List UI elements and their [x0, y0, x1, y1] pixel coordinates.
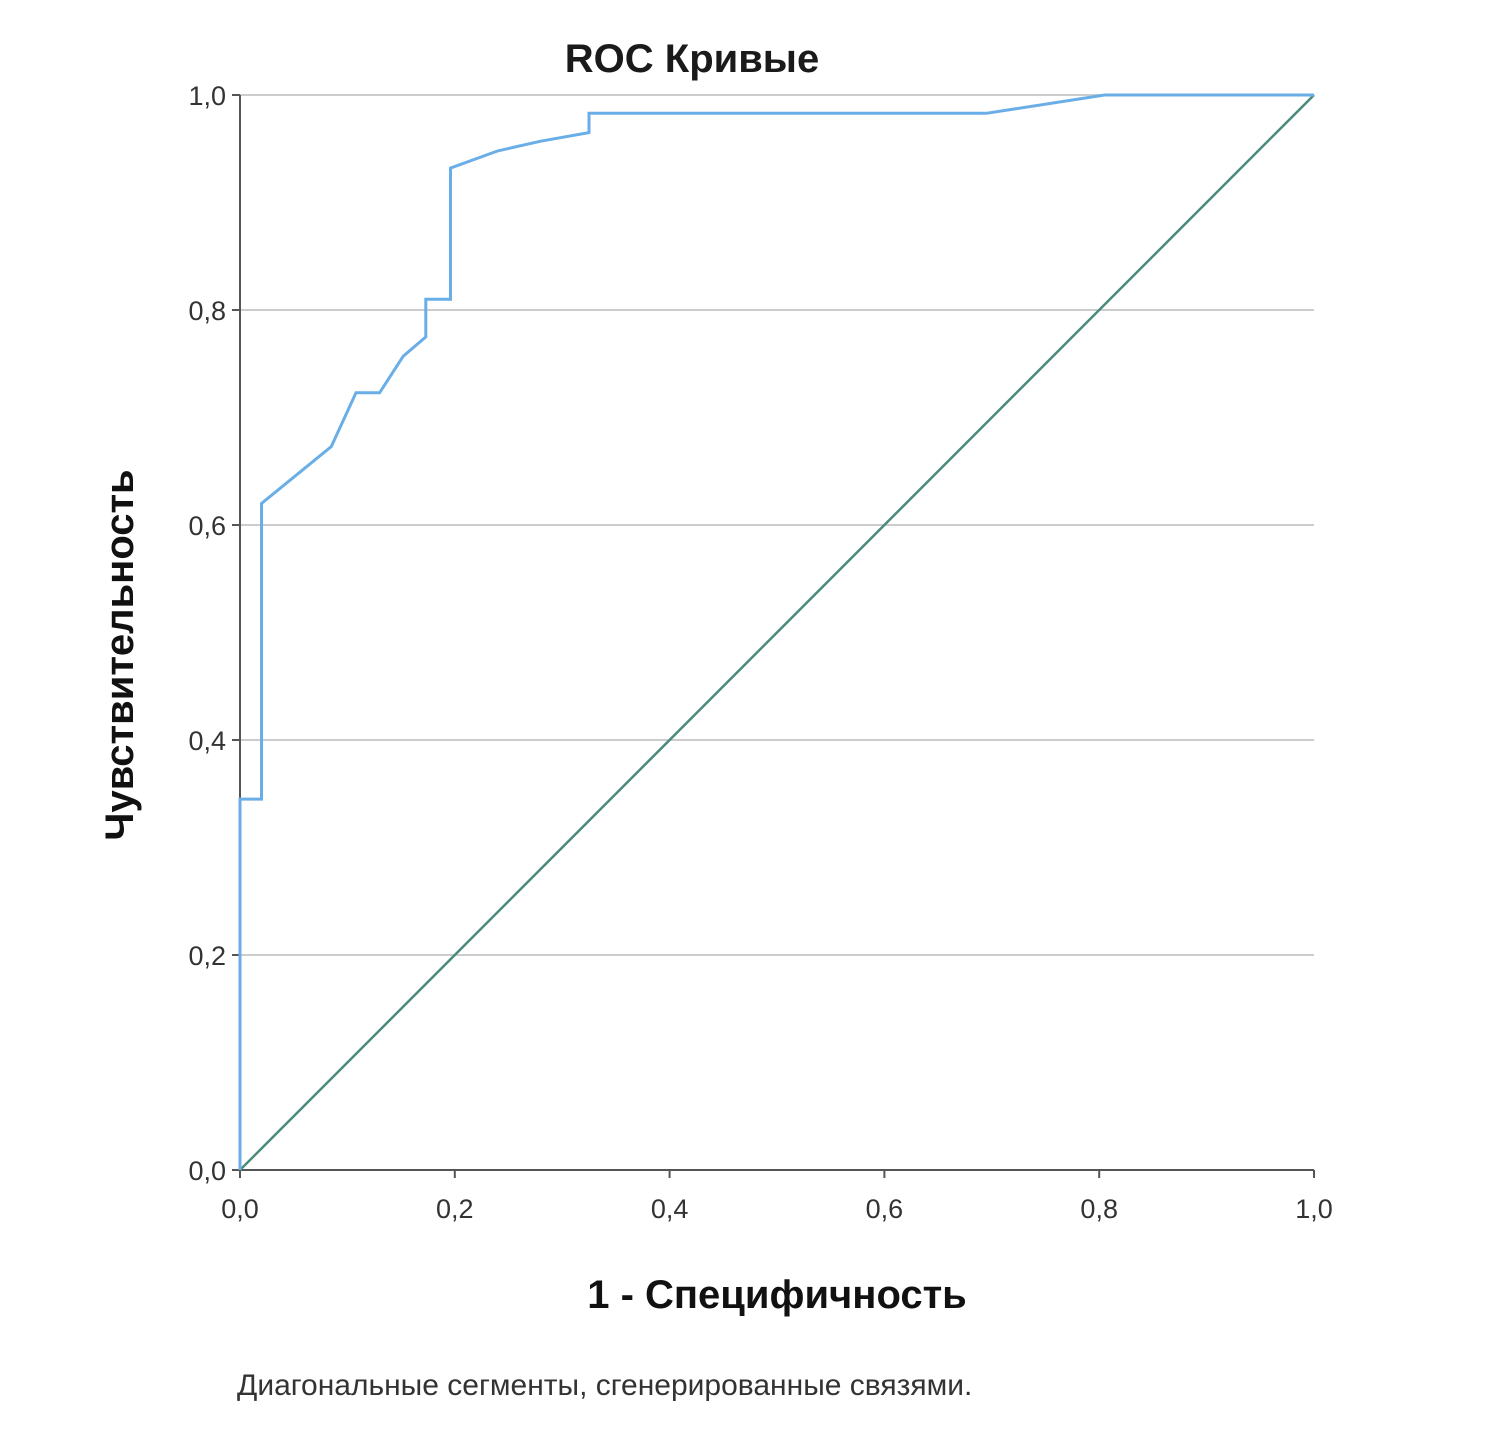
x-tick-label: 0,6 — [866, 1194, 904, 1224]
grid-lines — [240, 94, 1314, 956]
y-tick-label: 0,4 — [188, 726, 226, 756]
y-tick-label: 0,8 — [188, 296, 226, 326]
x-tick-label: 0,2 — [436, 1194, 474, 1224]
y-tick-labels: 0,0 0,2 0,4 0,6 0,8 1,0 — [188, 81, 226, 1186]
reference-line — [239, 94, 1315, 1171]
y-tick-label: 0,0 — [188, 1156, 226, 1186]
footnote: Диагональные сегменты, сгенерированные с… — [237, 1369, 972, 1402]
y-axis-label: Чувствительность — [98, 469, 142, 840]
roc-curve — [238, 93, 1314, 1170]
x-tick-label: 1,0 — [1295, 1194, 1333, 1224]
x-tick-label: 0,8 — [1080, 1194, 1118, 1224]
x-tick-label: 0,0 — [221, 1194, 259, 1224]
plot-area — [238, 93, 1315, 1171]
y-tick-label: 1,0 — [188, 81, 226, 111]
chart-title: ROC Кривые — [565, 37, 819, 81]
y-tick-label: 0,2 — [188, 941, 226, 971]
x-axis-label: 1 - Специфичность — [587, 1273, 967, 1317]
x-tick-labels: 0,0 0,2 0,4 0,6 0,8 1,0 — [221, 1194, 1333, 1224]
y-tick-label: 0,6 — [188, 511, 226, 541]
x-tick-label: 0,4 — [651, 1194, 689, 1224]
